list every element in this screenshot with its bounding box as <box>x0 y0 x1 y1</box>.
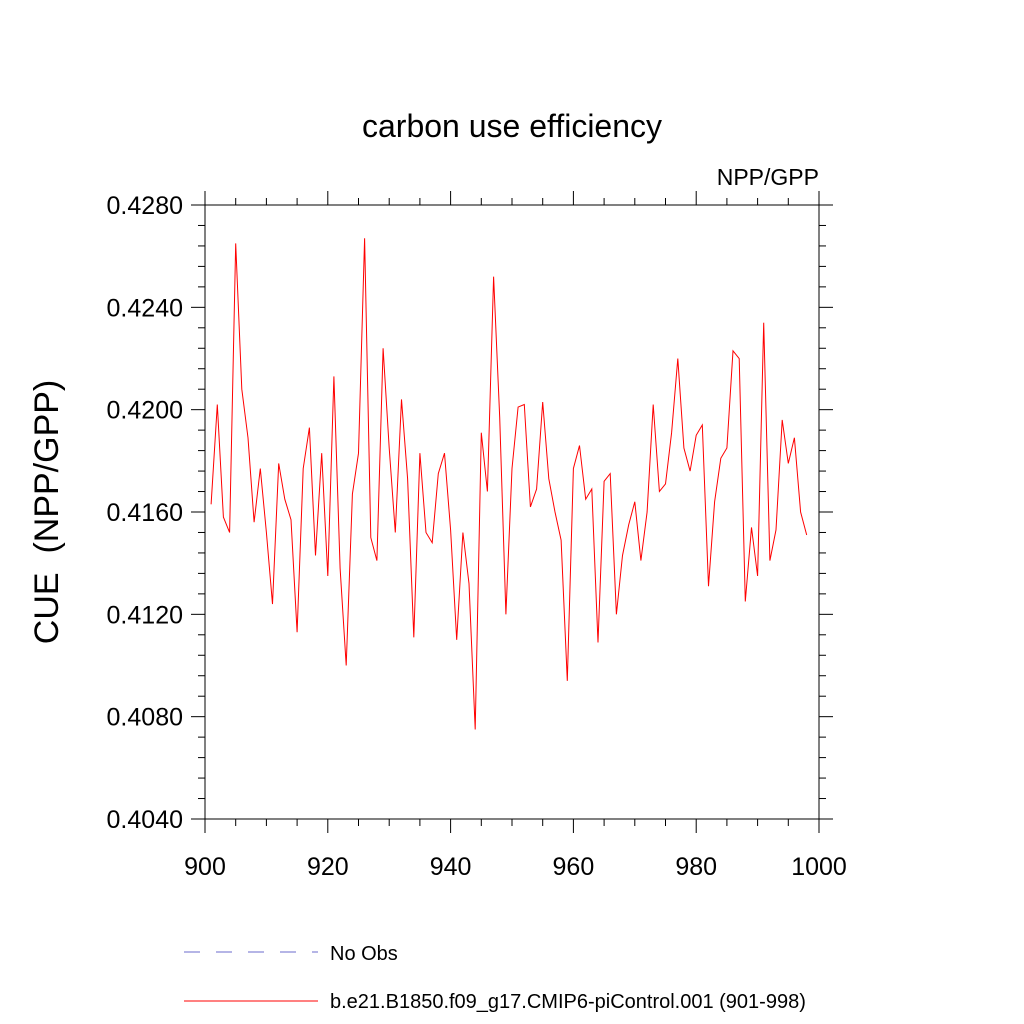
chart-subtitle: NPP/GPP <box>717 164 819 190</box>
y-tick-label: 0.4160 <box>107 499 183 527</box>
legend-label-no-obs: No Obs <box>330 943 398 965</box>
legend: No Obs b.e21.B1850.f09_g17.CMIP6-piContr… <box>184 943 806 1013</box>
legend-label-picontrol: b.e21.B1850.f09_g17.CMIP6-piControl.001 … <box>330 991 806 1013</box>
y-tick-label: 0.4120 <box>107 601 183 629</box>
x-tick-label: 960 <box>553 853 595 881</box>
plot-frame <box>204 204 820 820</box>
series-line-0 <box>210 238 808 730</box>
y-tick-label: 0.4080 <box>107 704 183 732</box>
y-tick-label: 0.4280 <box>107 192 183 220</box>
y-axis: 0.4040 0.4080 0.4120 0.4160 0.4200 0.4240 0.42… <box>107 192 833 834</box>
x-tick-label: 980 <box>675 853 717 881</box>
y-tick-label: 0.4200 <box>107 397 183 425</box>
y-tick-label: 0.4240 <box>107 294 183 322</box>
x-axis: 900 920 940 960 980 1000 <box>184 191 847 881</box>
x-tick-label: 940 <box>430 853 472 881</box>
x-tick-label: 900 <box>184 853 226 881</box>
y-tick-label: 0.4040 <box>107 806 183 834</box>
x-tick-label: 920 <box>307 853 349 881</box>
chart-title: carbon use efficiency <box>362 108 662 144</box>
y-axis-label: CUE (NPP/GPP) <box>28 380 66 644</box>
x-tick-label: 1000 <box>791 853 847 881</box>
series-layer <box>210 238 808 730</box>
